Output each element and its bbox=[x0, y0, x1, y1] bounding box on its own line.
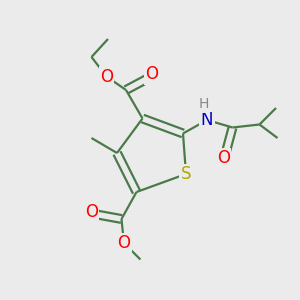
Text: O: O bbox=[117, 234, 130, 252]
Text: H: H bbox=[198, 98, 208, 111]
Text: N: N bbox=[201, 111, 213, 129]
Text: O: O bbox=[100, 68, 113, 85]
Text: O: O bbox=[146, 65, 159, 83]
Text: O: O bbox=[85, 203, 98, 221]
Text: O: O bbox=[217, 149, 230, 167]
Text: S: S bbox=[181, 165, 191, 183]
